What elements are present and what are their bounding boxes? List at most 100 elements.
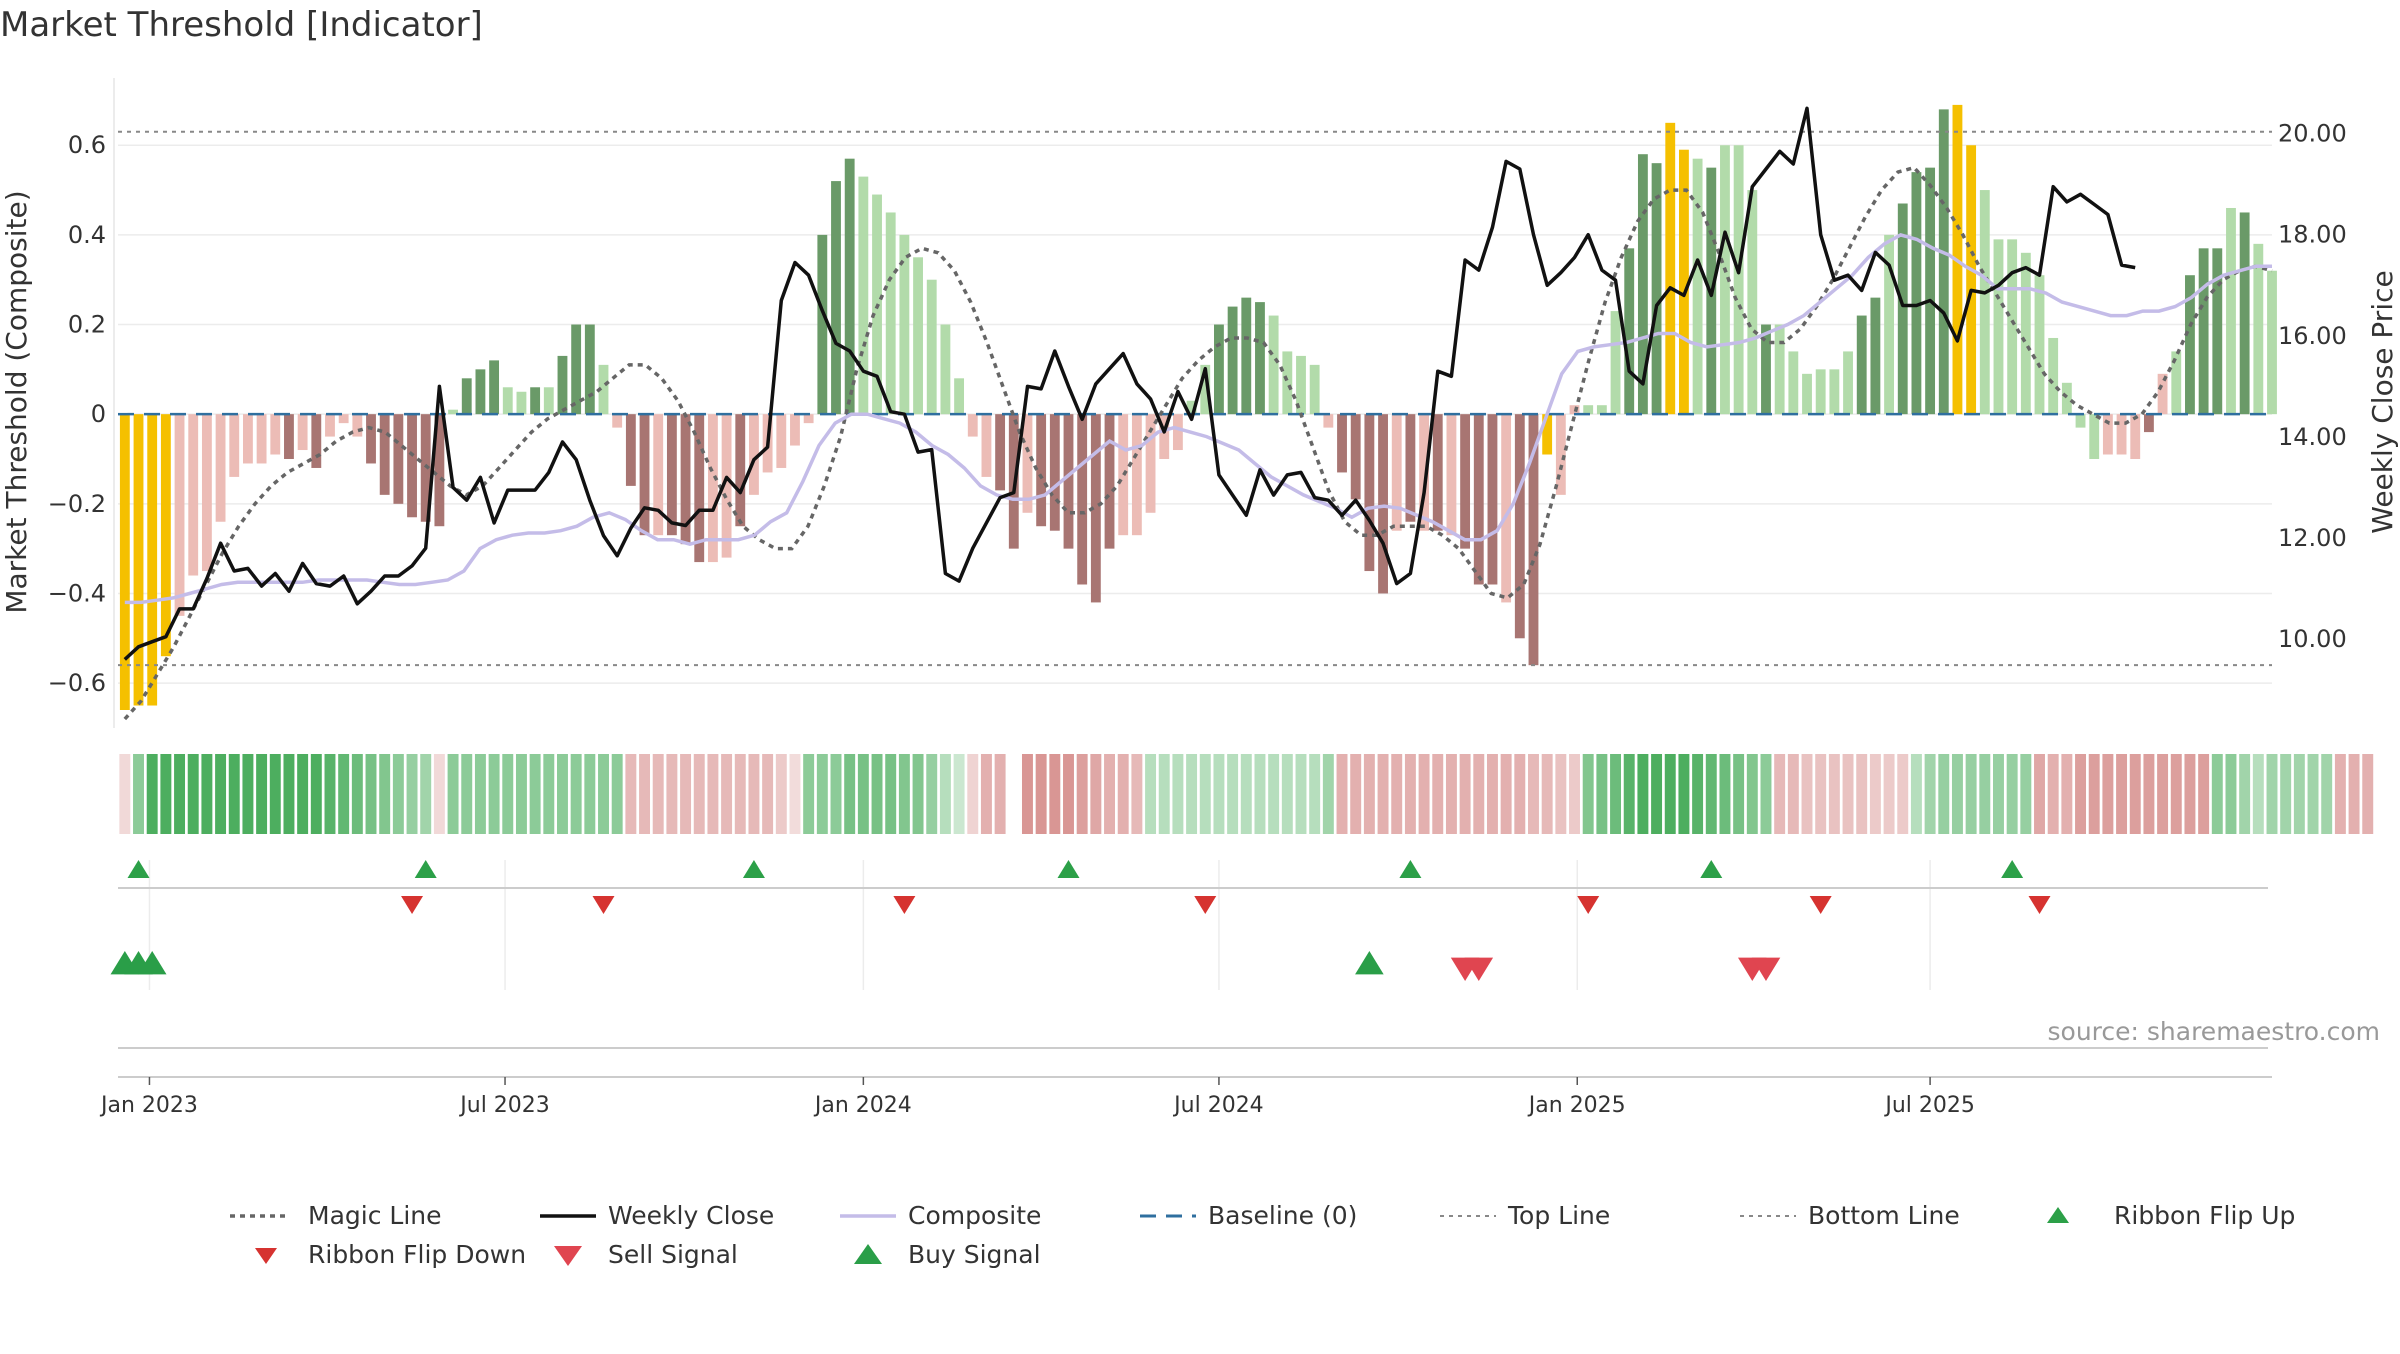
ribbon-cell	[433, 754, 445, 834]
trend-ribbon	[119, 754, 2374, 834]
chart-title: Market Threshold [Indicator]	[0, 5, 483, 45]
composite-bar	[666, 414, 677, 536]
ribbon-cell	[1240, 754, 1252, 834]
composite-bar	[297, 414, 308, 451]
signal-rows	[110, 860, 2268, 1049]
ribbon-cell	[543, 754, 555, 834]
legend-label: Ribbon Flip Down	[308, 1240, 526, 1269]
ribbon-cell	[2034, 754, 2045, 834]
x-tick-label: Jan 2025	[1527, 1093, 1626, 1118]
ribbon-cell	[2334, 754, 2346, 834]
legend-label: Bottom Line	[1808, 1201, 1960, 1230]
composite-bar	[954, 378, 965, 415]
y-tick-label: 0	[91, 400, 106, 428]
ribbon-cell	[980, 754, 992, 834]
composite-bar	[639, 414, 650, 536]
ribbon-flip-up-marker	[414, 860, 437, 878]
ribbon-flip-up-marker	[127, 860, 150, 878]
ribbon-cell	[2198, 754, 2210, 834]
composite-bar	[1596, 405, 1607, 415]
composite-bar	[1843, 351, 1853, 415]
ribbon-cell	[133, 754, 144, 834]
composite-bar	[1337, 414, 1347, 473]
ribbon-cell	[1049, 754, 1061, 834]
ribbon-cell	[1746, 754, 1758, 834]
ribbon-cell	[406, 754, 418, 834]
composite-bar	[1022, 414, 1033, 513]
composite-bar	[1829, 369, 1840, 415]
ribbon-cell	[611, 754, 623, 834]
ribbon-cell	[1924, 754, 1936, 834]
ribbon-flip-down-marker	[1194, 896, 1217, 914]
legend-item-top: Top Line	[1440, 1201, 1610, 1230]
composite-bar	[2007, 239, 2018, 415]
ribbon-cell	[1651, 754, 1663, 834]
ribbon-cell	[201, 754, 213, 834]
ribbon-flip-down-marker	[1809, 896, 1832, 914]
y2-tick-label: 12.00	[2278, 524, 2347, 552]
composite-bar	[1049, 414, 1060, 531]
y2-tick-label: 10.00	[2278, 625, 2347, 653]
legend-label: Magic Line	[308, 1201, 442, 1230]
composite-bar	[1350, 414, 1361, 500]
composite-bar	[1624, 248, 1635, 415]
composite-bar	[831, 181, 841, 415]
ribbon-cell	[1063, 754, 1074, 834]
ribbon-cell	[392, 754, 404, 834]
composite-bar	[502, 387, 513, 415]
legend-label: Buy Signal	[908, 1240, 1041, 1269]
ribbon-cell	[1322, 754, 1334, 834]
composite-bar	[1378, 414, 1388, 594]
composite-bar	[2226, 207, 2236, 415]
composite-bar	[1296, 355, 1306, 415]
composite-bar	[721, 414, 732, 558]
composite-bar	[2102, 414, 2113, 455]
composite-bar	[844, 158, 855, 415]
legend: Magic Line Weekly Close Composite Baseline …	[230, 1201, 2295, 1269]
composite-bar	[1227, 306, 1238, 415]
composite-bar	[2239, 212, 2250, 415]
composite-bar	[1432, 414, 1443, 531]
composite-bar	[1405, 414, 1416, 522]
composite-bar	[2130, 414, 2141, 459]
composite-bar	[1090, 414, 1101, 603]
composite-bar	[325, 414, 335, 437]
ribbon-cell	[461, 754, 473, 834]
ribbon-cell	[926, 754, 938, 834]
ribbon-cell	[1692, 754, 1704, 834]
composite-bar	[1733, 145, 1744, 415]
ribbon-cell	[967, 754, 979, 834]
composite-bar	[981, 414, 992, 477]
composite-bar	[1145, 414, 1156, 513]
composite-bar	[1542, 414, 1553, 455]
ribbon-cell	[994, 754, 1006, 834]
ribbon-cell	[351, 754, 363, 834]
ribbon-cell	[2157, 754, 2169, 834]
ribbon-cell	[242, 754, 254, 834]
ribbon-cell	[1035, 754, 1047, 834]
legend-label: Composite	[908, 1201, 1041, 1230]
composite-bar	[2048, 337, 2059, 415]
ribbon-cell	[1199, 754, 1211, 834]
composite-bar	[571, 324, 582, 415]
composite-bar	[2185, 275, 2195, 415]
ribbon-cell	[1404, 754, 1416, 834]
composite-bar	[1063, 414, 1074, 549]
composite-bar	[1815, 369, 1826, 415]
ribbon-cell	[1623, 754, 1635, 834]
ribbon-cell	[447, 754, 459, 834]
ribbon-cell	[584, 754, 596, 834]
composite-bar	[707, 414, 718, 563]
composite-bar	[393, 414, 404, 504]
composite-bar	[803, 414, 814, 424]
ribbon-cell	[1363, 754, 1375, 834]
composite-bar	[1651, 163, 1662, 415]
legend-item-magic: Magic Line	[230, 1201, 442, 1230]
ribbon-cell	[1910, 754, 1922, 834]
ribbon-cell	[2006, 754, 2018, 834]
ribbon-cell	[939, 754, 951, 834]
ribbon-cell	[734, 754, 746, 834]
y2-tick-label: 16.00	[2278, 322, 2347, 350]
composite-bar	[858, 176, 869, 415]
composite-bar	[1501, 414, 1512, 603]
